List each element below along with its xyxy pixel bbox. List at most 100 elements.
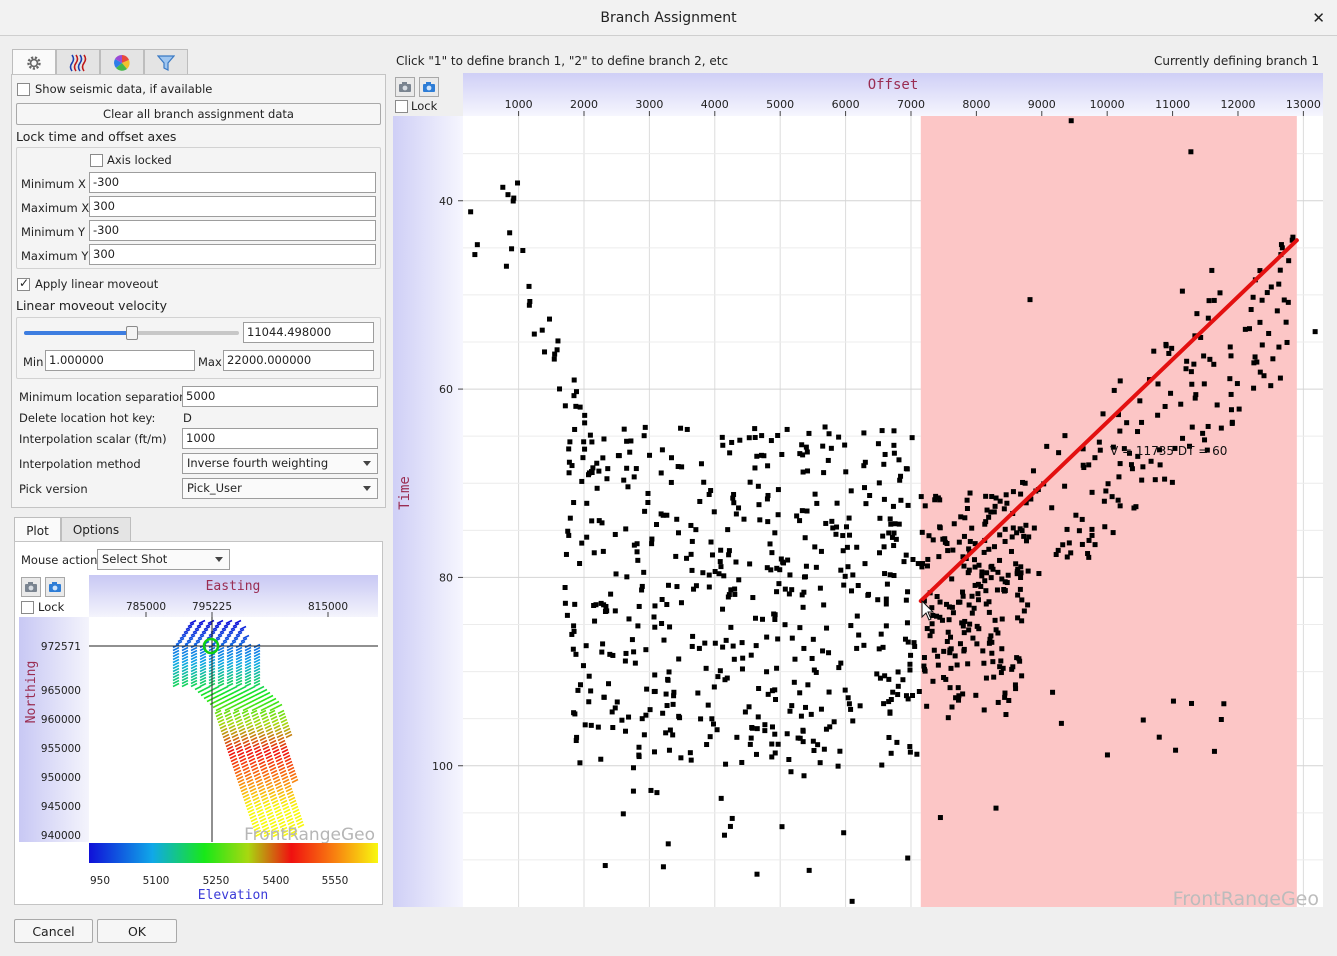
pick-point	[711, 509, 717, 515]
pick-point	[691, 586, 697, 592]
survey-dash	[209, 691, 217, 697]
interp-method-select[interactable]: Inverse fourth weighting	[182, 453, 378, 474]
survey-dash	[282, 778, 290, 784]
pick-point	[935, 653, 941, 659]
tab-traces[interactable]	[56, 49, 100, 75]
pick-point	[821, 470, 827, 476]
pick-point	[967, 490, 973, 496]
interp-scalar-field[interactable]: 1000	[182, 428, 378, 449]
pick-point	[1140, 464, 1146, 470]
survey-dash	[217, 631, 225, 637]
pick-point	[929, 605, 935, 611]
pick-point	[1268, 383, 1274, 389]
survey-dash	[258, 760, 266, 766]
branch-selection-region[interactable]	[920, 116, 1297, 907]
pick-point	[1257, 268, 1263, 274]
survey-dash	[279, 742, 287, 748]
pick-point	[1079, 541, 1085, 547]
map-lock-checkbox[interactable]	[21, 601, 34, 614]
survey-dash	[199, 673, 207, 679]
survey-dash	[199, 670, 207, 676]
min-sep-field[interactable]: 5000	[182, 386, 378, 407]
tab-plot[interactable]: Plot	[14, 517, 61, 543]
pick-point	[804, 449, 810, 455]
pick-point	[671, 689, 677, 695]
pick-point	[1092, 542, 1098, 548]
pick-point	[966, 567, 972, 573]
survey-dash	[196, 622, 204, 628]
clear-all-button[interactable]: Clear all branch assignment data	[16, 103, 381, 125]
survey-dash	[179, 634, 187, 640]
pick-point	[589, 470, 595, 476]
pick-point	[601, 436, 607, 442]
branch-line[interactable]	[918, 238, 1299, 603]
tab-filter[interactable]	[144, 49, 188, 75]
tab-settings[interactable]	[12, 49, 56, 76]
apply-lmo-checkbox[interactable]	[17, 276, 30, 291]
camera-icon	[399, 82, 411, 92]
velocity-field[interactable]: 11044.498000	[243, 322, 374, 343]
axis-locked-checkbox[interactable]	[90, 154, 103, 167]
pick-version-select[interactable]: Pick_User	[182, 478, 378, 499]
pick-point	[848, 623, 854, 629]
pick-point	[886, 676, 892, 682]
survey-dash	[291, 805, 299, 811]
pick-point	[970, 635, 976, 641]
pick-point	[731, 491, 737, 497]
pick-point	[1246, 326, 1252, 332]
pick-point	[673, 553, 679, 559]
close-icon[interactable]: ✕	[1312, 9, 1325, 27]
survey-dash	[243, 715, 251, 721]
pick-point	[791, 679, 797, 685]
y-tick-label: 60	[439, 383, 453, 396]
velocity-slider-handle[interactable]	[125, 326, 138, 340]
pick-point	[903, 693, 909, 699]
pick-point	[1080, 446, 1086, 452]
pick-point	[950, 610, 956, 616]
max-x-field[interactable]: 300	[89, 196, 376, 217]
pick-point	[752, 465, 758, 471]
pick-point	[1025, 602, 1031, 608]
survey-dash	[252, 742, 260, 748]
pick-point	[918, 494, 924, 500]
pick-point	[636, 744, 642, 750]
pick-point	[799, 508, 805, 514]
velocity-max-field[interactable]: 22000.000000	[223, 350, 374, 371]
pick-point	[701, 479, 707, 485]
survey-dash	[228, 724, 236, 730]
survey-dash	[263, 748, 271, 754]
elevation-map[interactable]: Easting 785000 795225 815000 Northing 97…	[15, 542, 382, 904]
min-y-field[interactable]: -300	[89, 220, 376, 241]
pick-point	[772, 612, 778, 618]
velocity-min-field[interactable]: 1.000000	[45, 350, 195, 371]
plot-lock-checkbox[interactable]	[395, 100, 408, 113]
pick-point	[896, 521, 902, 527]
pick-point	[596, 518, 602, 524]
min-label: Min	[23, 355, 44, 369]
pick-point	[895, 683, 901, 689]
pick-point	[1170, 698, 1176, 704]
tab-colors[interactable]	[100, 49, 144, 75]
pick-point	[1234, 381, 1240, 387]
mouse-action-select[interactable]: Select Shot	[97, 549, 230, 570]
snapshot-button[interactable]	[21, 577, 41, 597]
pick-point	[881, 544, 887, 550]
save-image-button[interactable]	[45, 577, 65, 597]
survey-dash	[235, 649, 243, 655]
interp-method-value: Inverse fourth weighting	[187, 456, 329, 470]
x-tick-label: 5000	[766, 98, 794, 111]
x-tick-label: 1000	[505, 98, 533, 111]
survey-dash	[246, 805, 254, 811]
show-seismic-checkbox[interactable]	[17, 83, 30, 96]
pick-point	[1018, 564, 1024, 570]
max-y-field[interactable]: 300	[89, 244, 376, 265]
plot-snapshot-button[interactable]	[395, 77, 415, 97]
survey-dash	[192, 628, 200, 634]
tab-options[interactable]: Options	[61, 517, 131, 542]
plot-save-image-button[interactable]	[419, 77, 439, 97]
ok-button[interactable]: OK	[97, 919, 177, 943]
cancel-button[interactable]: Cancel	[14, 919, 93, 943]
min-x-field[interactable]: -300	[89, 172, 376, 193]
selected-shot-marker[interactable]	[202, 637, 220, 655]
offset-time-chart[interactable]: 1000 2000 3000 4000 5000 6000 7000 8000 9000 1000…	[393, 73, 1337, 907]
